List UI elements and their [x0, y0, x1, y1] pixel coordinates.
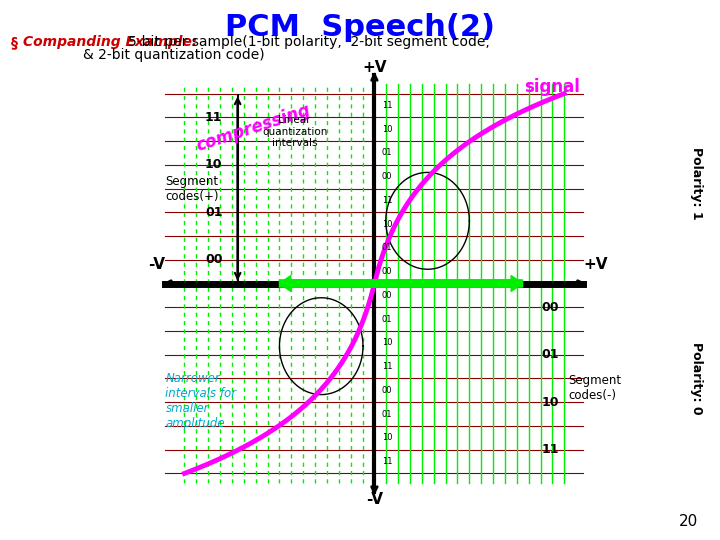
Text: Segment
codes(+): Segment codes(+) — [166, 174, 219, 202]
Text: 10: 10 — [205, 158, 222, 171]
Text: 00: 00 — [205, 253, 222, 266]
Text: +V: +V — [583, 257, 608, 272]
Text: 01: 01 — [541, 348, 559, 361]
Text: -V: -V — [148, 257, 166, 272]
Text: 01: 01 — [382, 409, 392, 418]
Text: §: § — [11, 35, 18, 49]
Text: 10: 10 — [382, 339, 392, 347]
Text: -V: -V — [366, 492, 383, 508]
Text: 11: 11 — [382, 457, 392, 466]
Text: 10: 10 — [382, 125, 392, 134]
Text: PCM  Speech(2): PCM Speech(2) — [225, 14, 495, 43]
Text: 20: 20 — [679, 514, 698, 529]
Text: 00: 00 — [541, 301, 559, 314]
Text: Polarity: 1: Polarity: 1 — [690, 147, 703, 220]
Text: 00: 00 — [382, 386, 392, 395]
Text: Narrower
intervals for
smaller
amplitude: Narrower intervals for smaller amplitude — [166, 372, 237, 430]
Text: & 2-bit quantization code): & 2-bit quantization code) — [83, 48, 264, 62]
Text: Segment
codes(-): Segment codes(-) — [568, 374, 621, 402]
Text: 5-bit per sample(1-bit polarity,  2-bit segment code,: 5-bit per sample(1-bit polarity, 2-bit s… — [128, 35, 490, 49]
Text: Polarity: 0: Polarity: 0 — [690, 342, 703, 414]
Text: 00: 00 — [382, 291, 392, 300]
Text: 11: 11 — [382, 362, 392, 371]
Text: 00: 00 — [382, 172, 392, 181]
Text: Linear
quantization
intervals: Linear quantization intervals — [262, 115, 328, 148]
Text: Companding Example:: Companding Example: — [23, 35, 197, 49]
Text: compressing: compressing — [194, 101, 313, 155]
Text: 01: 01 — [205, 206, 222, 219]
Text: signal: signal — [523, 78, 580, 97]
FancyArrow shape — [279, 275, 523, 292]
Text: 11: 11 — [205, 111, 222, 124]
Text: 10: 10 — [541, 396, 559, 409]
Text: 01: 01 — [382, 148, 392, 158]
Text: 11: 11 — [541, 443, 559, 456]
Text: 11: 11 — [382, 101, 392, 110]
Text: 10: 10 — [382, 433, 392, 442]
FancyArrow shape — [279, 275, 523, 292]
Text: 01: 01 — [382, 244, 392, 252]
Text: 01: 01 — [382, 315, 392, 323]
Text: 00: 00 — [382, 267, 392, 276]
Text: 11: 11 — [382, 196, 392, 205]
Text: +V: +V — [362, 59, 387, 75]
Text: 10: 10 — [382, 220, 392, 228]
